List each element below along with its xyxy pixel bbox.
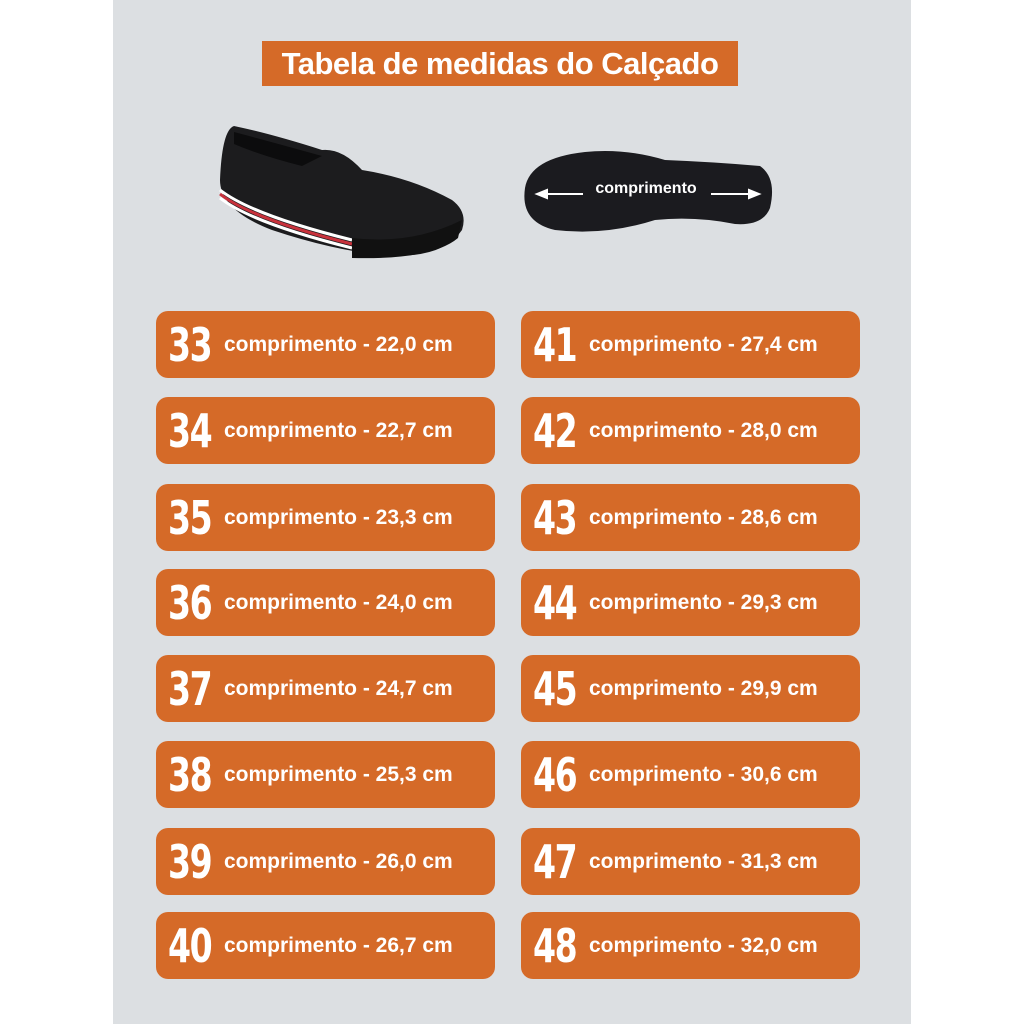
arrow-icons xyxy=(534,188,762,200)
size-length: comprimento - 28,0 cm xyxy=(589,418,818,442)
size-number: 34 xyxy=(168,403,213,458)
size-length: comprimento - 23,3 cm xyxy=(224,505,453,529)
size-row-43: 43 comprimento - 28,6 cm xyxy=(521,484,860,551)
size-length: comprimento - 25,3 cm xyxy=(224,762,453,786)
size-number: 33 xyxy=(168,317,213,372)
page-title: Tabela de medidas do Calçado xyxy=(262,41,738,86)
size-length: comprimento - 29,3 cm xyxy=(589,590,818,614)
size-row-44: 44 comprimento - 29,3 cm xyxy=(521,569,860,636)
size-length: comprimento - 29,9 cm xyxy=(589,676,818,700)
size-row-41: 41 comprimento - 27,4 cm xyxy=(521,311,860,378)
size-number: 35 xyxy=(168,490,213,545)
size-number: 48 xyxy=(533,918,578,973)
size-length: comprimento - 30,6 cm xyxy=(589,762,818,786)
size-row-36: 36 comprimento - 24,0 cm xyxy=(156,569,495,636)
size-length: comprimento - 27,4 cm xyxy=(589,332,818,356)
size-number: 41 xyxy=(533,317,578,372)
size-row-37: 37 comprimento - 24,7 cm xyxy=(156,655,495,722)
size-row-46: 46 comprimento - 30,6 cm xyxy=(521,741,860,808)
size-number: 36 xyxy=(168,575,213,630)
size-number: 39 xyxy=(168,834,213,889)
size-number: 43 xyxy=(533,490,578,545)
size-row-39: 39 comprimento - 26,0 cm xyxy=(156,828,495,895)
size-length: comprimento - 22,7 cm xyxy=(224,418,453,442)
size-row-47: 47 comprimento - 31,3 cm xyxy=(521,828,860,895)
size-number: 42 xyxy=(533,403,578,458)
size-length: comprimento - 28,6 cm xyxy=(589,505,818,529)
size-number: 40 xyxy=(168,918,213,973)
shoe-image xyxy=(219,126,464,259)
size-row-33: 33 comprimento - 22,0 cm xyxy=(156,311,495,378)
size-length: comprimento - 22,0 cm xyxy=(224,332,453,356)
size-number: 37 xyxy=(168,661,213,716)
size-number: 44 xyxy=(533,575,578,630)
size-length: comprimento - 24,7 cm xyxy=(224,676,453,700)
size-length: comprimento - 32,0 cm xyxy=(589,933,818,957)
insole-length-label: comprimento xyxy=(595,180,697,197)
size-row-48: 48 comprimento - 32,0 cm xyxy=(521,912,860,979)
size-number: 46 xyxy=(533,747,578,802)
size-row-40: 40 comprimento - 26,7 cm xyxy=(156,912,495,979)
size-number: 45 xyxy=(533,661,578,716)
size-row-34: 34 comprimento - 22,7 cm xyxy=(156,397,495,464)
size-length: comprimento - 26,0 cm xyxy=(224,849,453,873)
size-length: comprimento - 31,3 cm xyxy=(589,849,818,873)
size-number: 38 xyxy=(168,747,213,802)
size-row-38: 38 comprimento - 25,3 cm xyxy=(156,741,495,808)
size-row-42: 42 comprimento - 28,0 cm xyxy=(521,397,860,464)
size-number: 47 xyxy=(533,834,578,889)
size-row-45: 45 comprimento - 29,9 cm xyxy=(521,655,860,722)
insole-image xyxy=(524,151,773,232)
size-length: comprimento - 24,0 cm xyxy=(224,590,453,614)
size-length: comprimento - 26,7 cm xyxy=(224,933,453,957)
size-row-35: 35 comprimento - 23,3 cm xyxy=(156,484,495,551)
